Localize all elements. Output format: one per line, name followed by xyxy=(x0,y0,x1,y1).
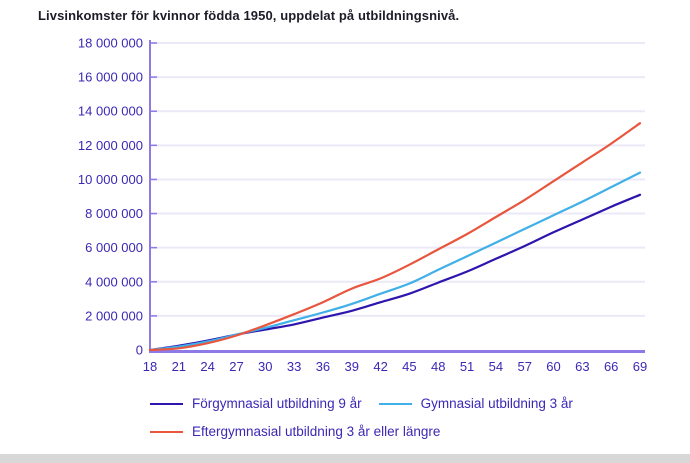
legend-line-swatch-forgymnasial xyxy=(150,402,183,405)
legend-label-forgymnasial: Förgymnasial utbildning 9 år xyxy=(192,396,362,411)
x-tick-label: 51 xyxy=(460,359,474,374)
legend-item-gymnasial[interactable]: Gymnasial utbildning 3 år xyxy=(378,396,573,411)
x-tick-label: 69 xyxy=(633,359,647,374)
bottom-strip xyxy=(0,454,690,463)
x-tick-label: 36 xyxy=(316,359,330,374)
y-tick-label: 4 000 000 xyxy=(85,274,143,289)
x-tick-label: 39 xyxy=(345,359,359,374)
chart-title: Livsinkomster för kvinnor födda 1950, up… xyxy=(38,8,460,23)
legend-line-swatch-gymnasial xyxy=(378,402,412,405)
y-tick-label: 12 000 000 xyxy=(78,138,143,153)
x-tick-label: 18 xyxy=(143,359,157,374)
legend-row: Eftergymnasial utbildning 3 år eller län… xyxy=(150,424,670,439)
y-tick-label: 2 000 000 xyxy=(85,308,143,323)
x-tick-label: 45 xyxy=(402,359,416,374)
x-tick-label: 21 xyxy=(172,359,186,374)
x-tick-label: 63 xyxy=(575,359,589,374)
legend-line-swatch-eftergymnasial xyxy=(150,430,183,433)
x-tick-label: 54 xyxy=(489,359,503,374)
y-tick-label: 18 000 000 xyxy=(78,36,143,51)
x-tick-label: 30 xyxy=(258,359,272,374)
chart-legend: Förgymnasial utbildning 9 år Gymnasial u… xyxy=(150,396,670,452)
x-tick-label: 24 xyxy=(200,359,214,374)
legend-item-forgymnasial[interactable]: Förgymnasial utbildning 9 år xyxy=(150,396,362,411)
x-tick-label: 48 xyxy=(431,359,445,374)
legend-label-gymnasial: Gymnasial utbildning 3 år xyxy=(420,396,573,411)
y-tick-label: 10 000 000 xyxy=(78,172,143,187)
series-line-eftergymnasial xyxy=(148,122,642,352)
x-tick-label: 57 xyxy=(517,359,531,374)
x-tick-label: 60 xyxy=(546,359,560,374)
y-tick-label: 6 000 000 xyxy=(85,240,143,255)
x-tick-label: 27 xyxy=(229,359,243,374)
legend-label-eftergymnasial: Eftergymnasial utbildning 3 år eller län… xyxy=(192,424,441,439)
y-tick-label: 8 000 000 xyxy=(85,206,143,221)
y-tick-label: 16 000 000 xyxy=(78,70,143,85)
x-tick-label: 33 xyxy=(287,359,301,374)
y-tick-label: 0 xyxy=(136,343,143,358)
x-tick-label: 42 xyxy=(373,359,387,374)
legend-row: Förgymnasial utbildning 9 år Gymnasial u… xyxy=(150,396,670,411)
y-tick-label: 14 000 000 xyxy=(78,104,143,119)
legend-item-eftergymnasial[interactable]: Eftergymnasial utbildning 3 år eller län… xyxy=(150,424,440,439)
chart-svg: 0 2 000 000 4 000 000 6 000 000 8 000 000 10 … xyxy=(78,36,647,375)
series-line-gymnasial xyxy=(148,171,642,352)
x-tick-label: 66 xyxy=(604,359,618,374)
